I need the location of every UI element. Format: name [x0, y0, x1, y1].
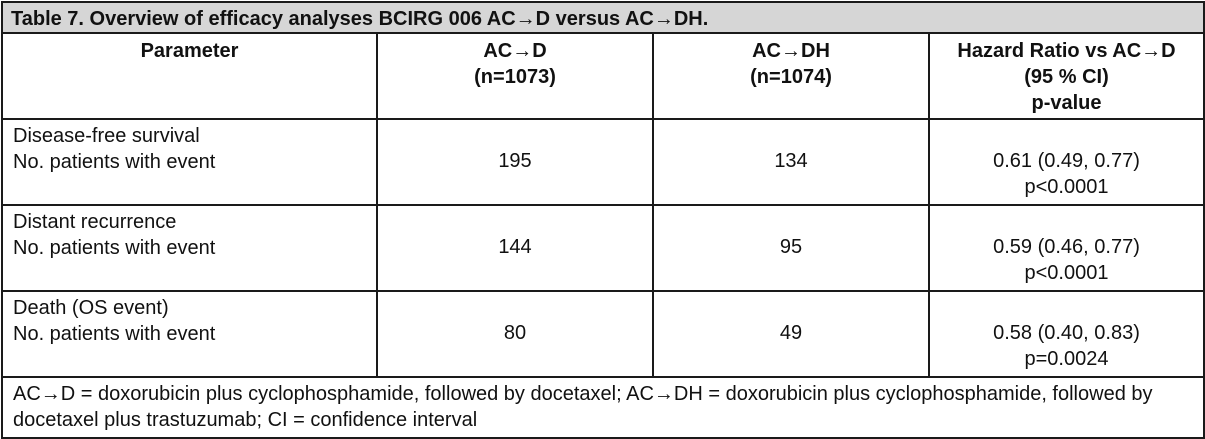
header-acdh: AC→DH (n=1074) [652, 32, 930, 120]
row-hr-p: p<0.0001 [1024, 176, 1109, 198]
row-acdh-value: 49 [652, 290, 930, 378]
header-acdh-label: AC→DH [752, 40, 830, 62]
row-endpoint: Disease-free survival [13, 125, 200, 147]
header-hr-pvalue: p-value [1031, 92, 1102, 114]
row-metric: No. patients with event [13, 151, 216, 173]
header-parameter: Parameter [1, 32, 378, 120]
header-acdh-n: (n=1074) [750, 66, 832, 88]
row-endpoint: Death (OS event) [13, 297, 169, 319]
table-row: Distant recurrence No. patients with eve… [1, 204, 1205, 292]
header-row: Parameter AC→D (n=1073) AC→DH (n=1074) H… [1, 32, 1205, 120]
table-row: Disease-free survival No. patients with … [1, 118, 1205, 206]
header-acd-label: AC→D [483, 40, 547, 62]
row-parameter: Distant recurrence No. patients with eve… [1, 204, 378, 292]
row-acdh-value: 95 [652, 204, 930, 292]
header-acd: AC→D (n=1073) [376, 32, 654, 120]
row-hr-p: p=0.0024 [1024, 348, 1109, 370]
table-row: Death (OS event) No. patients with event… [1, 290, 1205, 378]
row-parameter: Disease-free survival No. patients with … [1, 118, 378, 206]
row-parameter: Death (OS event) No. patients with event [1, 290, 378, 378]
row-hr-ci: 0.61 (0.49, 0.77) [993, 150, 1140, 172]
row-acdh-value: 134 [652, 118, 930, 206]
header-hr-label: Hazard Ratio vs AC→D [957, 40, 1176, 62]
row-acd-value: 144 [376, 204, 654, 292]
row-acd-value: 80 [376, 290, 654, 378]
row-hazard-ratio: 0.59 (0.46, 0.77) p<0.0001 [928, 204, 1205, 292]
row-hr-p: p<0.0001 [1024, 262, 1109, 284]
table-footnote: AC→D = doxorubicin plus cyclophosphamide… [1, 376, 1205, 439]
row-hr-ci: 0.58 (0.40, 0.83) [993, 322, 1140, 344]
header-acd-n: (n=1073) [474, 66, 556, 88]
row-hr-ci: 0.59 (0.46, 0.77) [993, 236, 1140, 258]
header-hazard-ratio: Hazard Ratio vs AC→D (95 % CI) p-value [928, 32, 1205, 120]
row-endpoint: Distant recurrence [13, 211, 177, 233]
row-metric: No. patients with event [13, 237, 216, 259]
row-metric: No. patients with event [13, 323, 216, 345]
header-parameter-label: Parameter [140, 40, 239, 62]
header-hr-ci: (95 % CI) [1024, 66, 1109, 88]
row-hazard-ratio: 0.61 (0.49, 0.77) p<0.0001 [928, 118, 1205, 206]
row-hazard-ratio: 0.58 (0.40, 0.83) p=0.0024 [928, 290, 1205, 378]
table-title: Table 7. Overview of efficacy analyses B… [1, 1, 1205, 34]
row-acd-value: 195 [376, 118, 654, 206]
